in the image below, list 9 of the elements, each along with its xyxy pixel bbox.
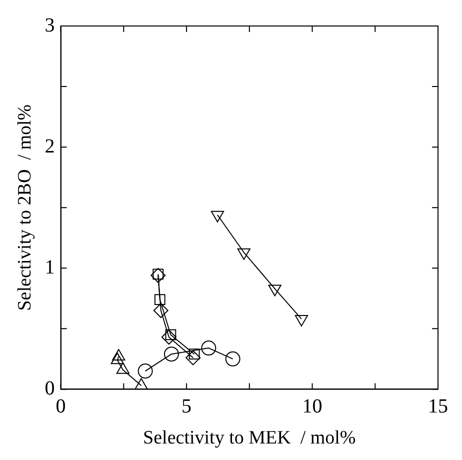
y-axis-title: Selectivity to 2BO / mol% — [14, 104, 36, 311]
x-tick-label: 10 — [302, 395, 322, 418]
y-tick-label: 0 — [44, 377, 55, 400]
x-tick-label: 15 — [428, 395, 448, 418]
y-tick-label: 1 — [44, 256, 55, 278]
x-tick-label: 5 — [182, 395, 192, 418]
y-tick-label: 2 — [44, 135, 55, 158]
x-axis-title: Selectivity to MEK / mol% — [143, 428, 356, 449]
y-tick-label: 3 — [44, 14, 55, 36]
